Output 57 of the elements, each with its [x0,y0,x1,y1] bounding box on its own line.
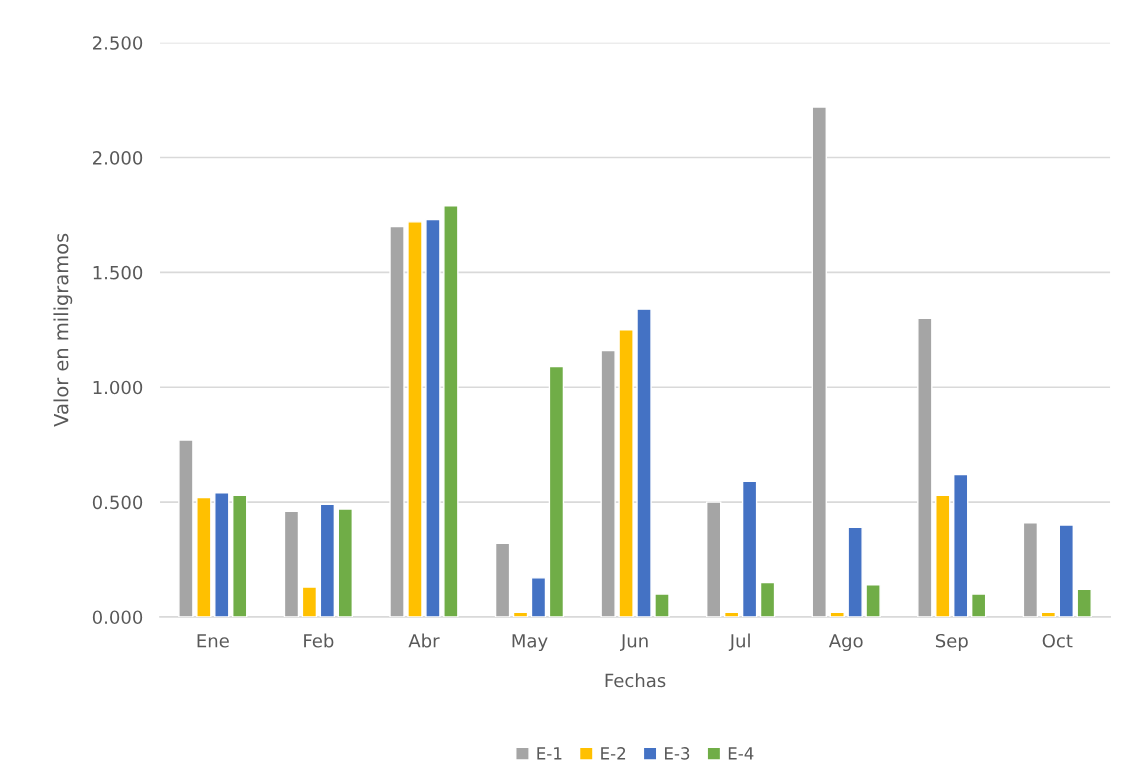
bar [494,542,511,617]
y-tick-label: 1.500 [93,265,143,280]
legend-label: E-2 [601,747,626,760]
bar [759,581,776,617]
bar [337,508,353,617]
bar [178,439,194,617]
y-tick-label: 1.000 [93,380,143,395]
bar [196,496,212,617]
bar [443,205,459,617]
bar [600,349,616,617]
bar [706,501,722,617]
x-tick-label: May [512,634,548,652]
y-tick-label: 0.500 [92,495,143,510]
bar [512,611,529,617]
legend-label: E-1 [537,747,562,760]
x-tick-label: Oct [1042,633,1073,648]
legend-label: E-3 [665,747,690,760]
bar [811,106,827,617]
x-axis-title: Fechas [605,673,666,688]
bar [917,317,933,617]
bar [389,225,405,617]
bar [935,494,951,617]
bar [1076,588,1092,617]
bar [1022,522,1039,617]
bar [214,492,230,617]
bar [283,510,300,617]
x-tick-label: Sep [935,633,968,652]
bar [548,365,565,617]
x-tick-label: Feb [304,633,334,648]
bar [1058,524,1074,617]
bar [232,494,248,617]
bar [530,577,547,617]
y-tick-label: 2.500 [93,36,143,50]
bar [1040,611,1057,617]
bar [865,584,881,617]
x-tick-label: Jul [728,633,750,651]
bar [425,218,441,617]
bar [407,221,423,617]
y-tick-label: 2.000 [93,150,143,165]
x-tick-label: Jun [620,634,648,651]
x-tick-label: Ago [828,634,863,652]
bar [654,593,670,617]
x-tick-label: Ene [197,634,229,648]
bar [636,308,652,617]
bar [953,473,969,617]
x-tick-label: Abr [408,633,440,648]
legend-label: E-4 [728,747,754,760]
bar [618,329,634,617]
bar [970,593,987,617]
bar [301,586,318,617]
bar [829,611,845,617]
bar [847,526,863,617]
bar [319,503,336,617]
y-axis-title: Valor en miligramos [53,233,73,427]
bar [723,611,740,617]
y-tick-label: 0.000 [92,610,143,625]
bar [741,480,758,617]
